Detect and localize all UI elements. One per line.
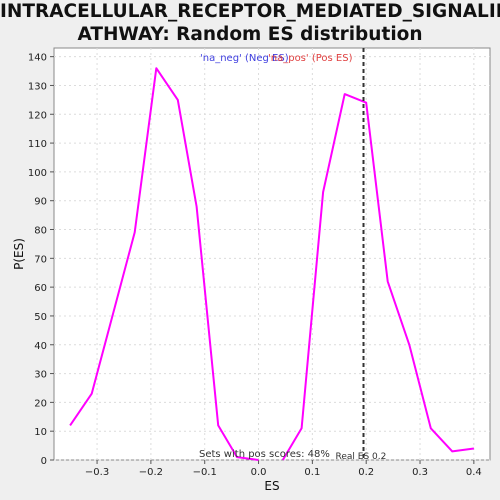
real-es-label: Real ES 0.2 — [336, 452, 387, 462]
x-tick-label: 0.3 — [412, 467, 428, 478]
plot-area — [53, 47, 491, 461]
x-tick-label: −0.2 — [139, 467, 163, 478]
y-tick-label: 10 — [34, 427, 47, 438]
y-tick-label: 110 — [28, 139, 47, 150]
legend-neg-es: 'na_neg' (Neg ES) — [200, 53, 289, 64]
chart-title: INTRACELLULAR_RECEPTOR_MEDIATED_SIGNALIN… — [0, 0, 500, 46]
y-tick-label: 20 — [34, 398, 47, 409]
legend-pos-es: 'na_pos' (Pos ES) — [268, 53, 353, 64]
x-tick-label: −0.3 — [85, 467, 109, 478]
neg-es-series-line — [69, 67, 259, 461]
y-tick-label: 30 — [34, 370, 47, 381]
y-tick-label: 70 — [34, 254, 47, 265]
y-tick-label: 60 — [34, 283, 47, 294]
chart-title-line-2: ATHWAY: Random ES distribution — [77, 24, 423, 45]
x-tick-label: 0.4 — [466, 467, 482, 478]
x-tick-label: −0.1 — [193, 467, 217, 478]
x-tick-label: 0.2 — [358, 467, 374, 478]
chart-title-line-1: INTRACELLULAR_RECEPTOR_MEDIATED_SIGNALIN… — [0, 1, 500, 22]
y-tick-label: 100 — [28, 168, 47, 179]
pos-es-series-line — [281, 93, 475, 461]
y-tick-label: 40 — [34, 341, 47, 352]
y-tick-label: 50 — [34, 312, 47, 323]
y-axis-label: P(ES) — [12, 238, 26, 270]
axis-layer: 0 10 20 30 40 50 60 70 80 90 100 110 120 130 140 −0.3 −0… — [28, 53, 482, 478]
series-layer — [69, 67, 475, 461]
x-tick-label: 0.0 — [251, 467, 267, 478]
x-axis-label: ES — [264, 479, 279, 493]
y-tick-label: 130 — [28, 81, 47, 92]
y-tick-label: 120 — [28, 110, 47, 121]
grid-layer — [54, 48, 490, 461]
y-tick-label: 0 — [41, 456, 47, 467]
y-tick-label: 80 — [34, 226, 47, 237]
pos-score-annotation: Sets with pos scores: 48% — [199, 449, 330, 460]
y-tick-label: 90 — [34, 197, 47, 208]
y-tick-label: 140 — [28, 53, 47, 64]
x-tick-label: 0.1 — [304, 467, 320, 478]
